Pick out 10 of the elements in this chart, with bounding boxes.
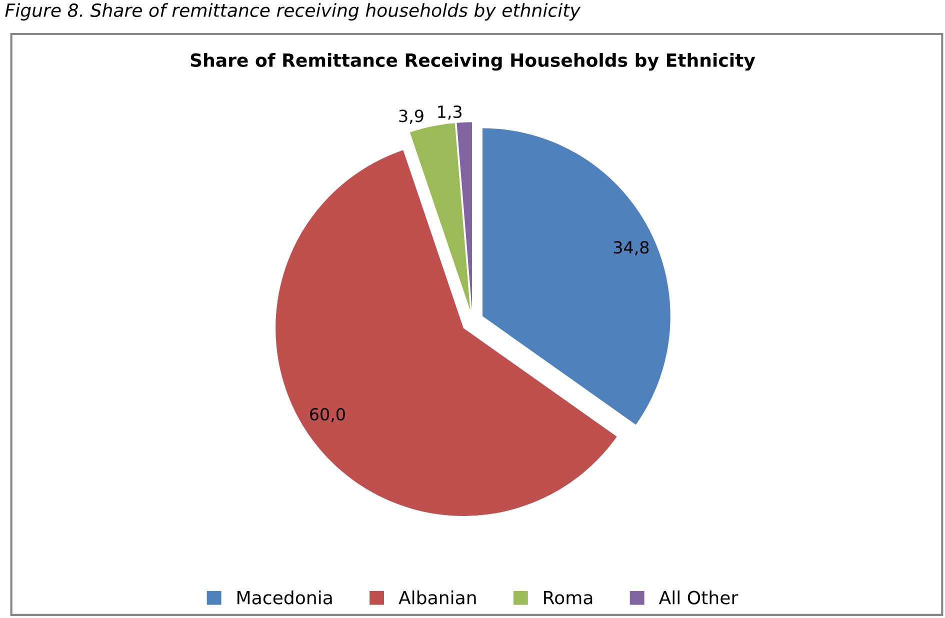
caption: Figure 8. Share of remittance receiving households by ethnicity: [5, 3, 581, 21]
data-label: 60,0: [310, 408, 345, 422]
data-label: 34,8: [614, 241, 649, 256]
data-label: 1,3: [438, 105, 462, 120]
legend-label: Roma: [544, 591, 592, 604]
legend-label: Albanian: [398, 590, 476, 604]
legend-label: Macedonia: [238, 590, 332, 604]
chart-title: Share of Remittance Receiving Households by Ethnicity: [190, 52, 756, 71]
data-label: 3,9: [399, 110, 424, 124]
legend-label: All Other: [658, 590, 738, 604]
